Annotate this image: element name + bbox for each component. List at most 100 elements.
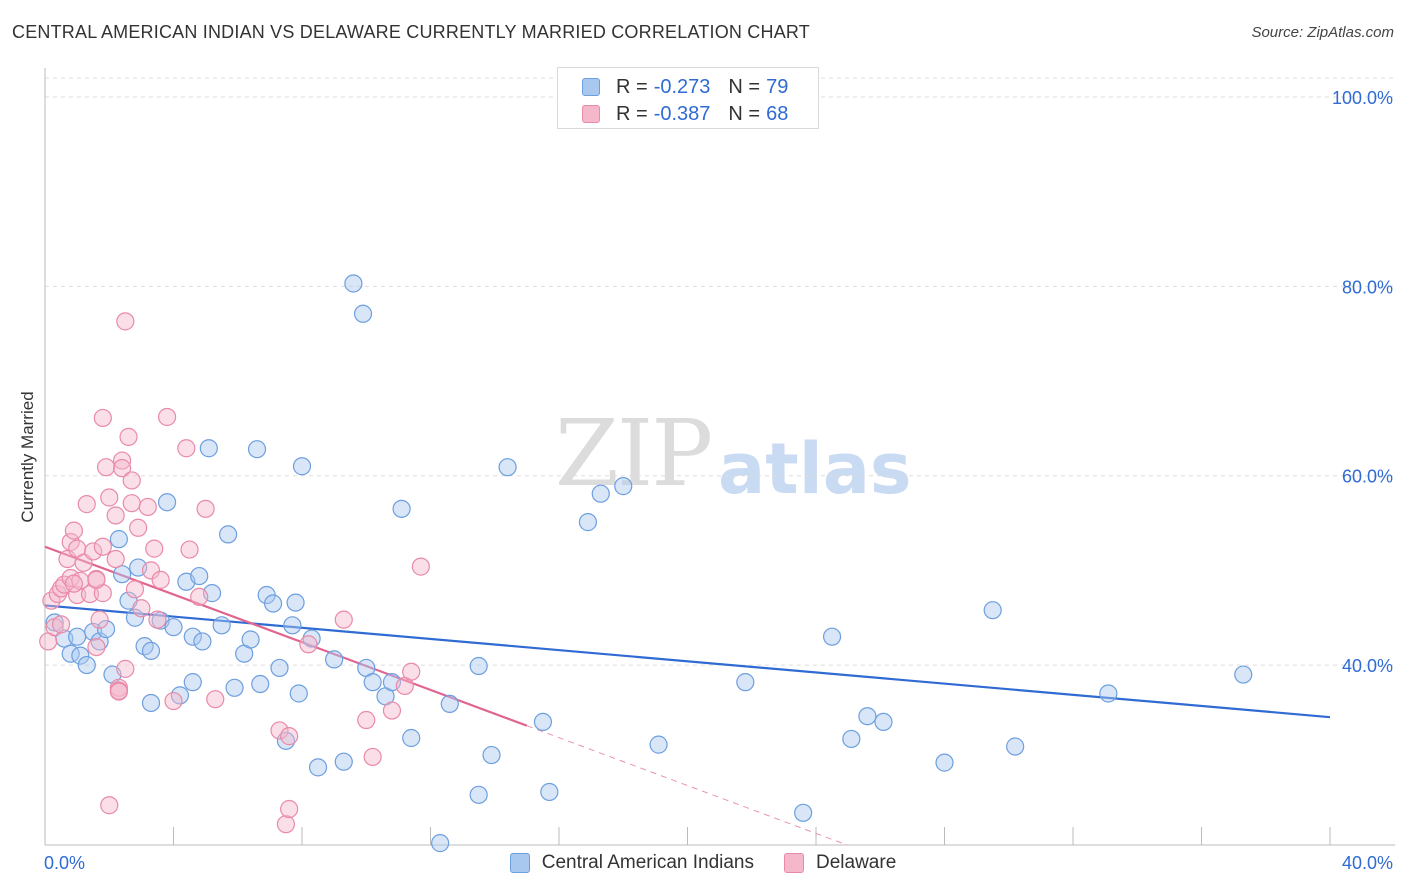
point-central-american-indian bbox=[1234, 665, 1253, 684]
point-central-american-indian bbox=[363, 673, 382, 692]
point-delaware bbox=[299, 635, 318, 654]
point-delaware bbox=[112, 459, 132, 478]
legend-item-delaware[interactable]: Delaware bbox=[784, 852, 896, 874]
point-delaware bbox=[87, 637, 106, 657]
point-central-american-indian bbox=[440, 694, 459, 714]
point-central-american-indian bbox=[302, 629, 321, 648]
point-central-american-indian bbox=[431, 834, 450, 853]
point-delaware bbox=[206, 690, 225, 709]
point-delaware bbox=[382, 701, 402, 720]
point-delaware bbox=[148, 610, 167, 629]
point-central-american-indian bbox=[283, 616, 302, 635]
legend-label: Central American Indians bbox=[541, 852, 754, 873]
y-tick-label: 100.0% bbox=[1332, 88, 1393, 108]
y-tick-label: 40.0% bbox=[1342, 656, 1393, 676]
point-delaware bbox=[145, 539, 164, 558]
point-central-american-indian bbox=[935, 753, 954, 772]
point-central-american-indian bbox=[469, 785, 488, 804]
point-delaware bbox=[42, 591, 61, 610]
point-central-american-indian bbox=[736, 673, 755, 692]
legend-row-delaware: R = -0.387 N = 68 bbox=[582, 102, 788, 126]
point-central-american-indian bbox=[270, 658, 289, 678]
point-central-american-indian bbox=[68, 627, 87, 646]
point-central-american-indian bbox=[289, 684, 308, 703]
point-delaware bbox=[87, 570, 106, 589]
point-delaware bbox=[68, 585, 87, 605]
chart-source: Source: ZipAtlas.com bbox=[1251, 24, 1394, 41]
point-delaware bbox=[411, 557, 430, 576]
point-central-american-indian bbox=[212, 616, 231, 635]
point-delaware bbox=[96, 458, 116, 477]
point-delaware bbox=[132, 599, 151, 618]
point-central-american-indian bbox=[45, 613, 64, 632]
chart-title: CENTRAL AMERICAN INDIAN VS DELAWARE CURR… bbox=[12, 22, 810, 42]
point-delaware bbox=[84, 542, 103, 561]
watermark-atlas: atlas bbox=[718, 428, 912, 510]
point-central-american-indian bbox=[533, 712, 553, 732]
point-central-american-indian bbox=[251, 674, 270, 694]
point-delaware bbox=[141, 561, 161, 580]
point-delaware bbox=[190, 587, 209, 607]
point-central-american-indian bbox=[241, 630, 260, 649]
point-delaware bbox=[280, 727, 299, 746]
tick-labels: 40.0% 60.0% 80.0% 100.0% 0.0% 40.0% bbox=[44, 88, 1393, 873]
point-central-american-indian bbox=[247, 440, 267, 459]
point-delaware bbox=[129, 518, 148, 537]
point-delaware bbox=[90, 610, 109, 629]
point-delaware bbox=[334, 610, 353, 629]
point-central-american-indian bbox=[325, 650, 344, 669]
point-central-american-indian bbox=[125, 608, 145, 627]
point-central-american-indian bbox=[842, 729, 861, 749]
y-tick-label: 60.0% bbox=[1342, 467, 1393, 487]
point-delaware bbox=[196, 499, 215, 518]
legend-swatch-blue bbox=[509, 853, 530, 873]
point-central-american-indian bbox=[392, 499, 411, 518]
point-central-american-indian bbox=[77, 655, 96, 675]
point-delaware bbox=[112, 451, 132, 470]
point-central-american-indian bbox=[983, 601, 1002, 620]
point-delaware bbox=[100, 488, 119, 507]
point-delaware bbox=[363, 747, 382, 767]
axes bbox=[44, 68, 1395, 846]
point-delaware bbox=[51, 615, 71, 634]
point-central-american-indian bbox=[225, 678, 244, 697]
point-delaware bbox=[93, 537, 112, 556]
legend-n-label: N = bbox=[728, 75, 761, 98]
legend-r-label: R = bbox=[616, 102, 648, 125]
legend-row-central-american-indians: R = -0.273 N = 79 bbox=[582, 75, 788, 99]
point-central-american-indian bbox=[353, 304, 373, 323]
point-central-american-indian bbox=[402, 728, 421, 748]
point-central-american-indian bbox=[112, 565, 132, 584]
legend-swatch-blue bbox=[582, 78, 600, 96]
legend-n-label: N = bbox=[728, 102, 761, 125]
point-delaware bbox=[64, 574, 84, 593]
legend-r-value: -0.387 bbox=[653, 102, 711, 125]
point-delaware bbox=[276, 815, 296, 834]
point-central-american-indian bbox=[199, 439, 218, 458]
point-central-american-indian bbox=[190, 566, 209, 586]
y-tick-label: 80.0% bbox=[1342, 277, 1393, 297]
point-central-american-indian bbox=[286, 593, 305, 612]
point-delaware bbox=[157, 407, 177, 427]
point-central-american-indian bbox=[183, 673, 202, 692]
point-central-american-indian bbox=[578, 513, 598, 532]
point-delaware bbox=[122, 494, 141, 513]
trend-line-central-american-indians bbox=[44, 604, 1331, 719]
point-central-american-indian bbox=[71, 646, 90, 665]
point-central-american-indian bbox=[858, 707, 877, 726]
point-delaware bbox=[122, 471, 141, 490]
point-delaware bbox=[119, 427, 138, 446]
point-delaware bbox=[77, 495, 96, 514]
legend-r-label: R = bbox=[616, 75, 648, 98]
point-central-american-indian bbox=[822, 627, 842, 646]
legend-r-value: -0.273 bbox=[653, 75, 711, 98]
point-central-american-indian bbox=[469, 656, 488, 676]
point-central-american-indian bbox=[591, 484, 610, 503]
legend-n-value: 68 bbox=[766, 102, 789, 125]
x-tick-label: 40.0% bbox=[1342, 853, 1393, 873]
legend-n-value: 79 bbox=[766, 75, 789, 98]
point-delaware bbox=[64, 521, 84, 540]
data-points bbox=[39, 274, 1253, 853]
legend-item-central-american-indians[interactable]: Central American Indians bbox=[509, 852, 754, 874]
